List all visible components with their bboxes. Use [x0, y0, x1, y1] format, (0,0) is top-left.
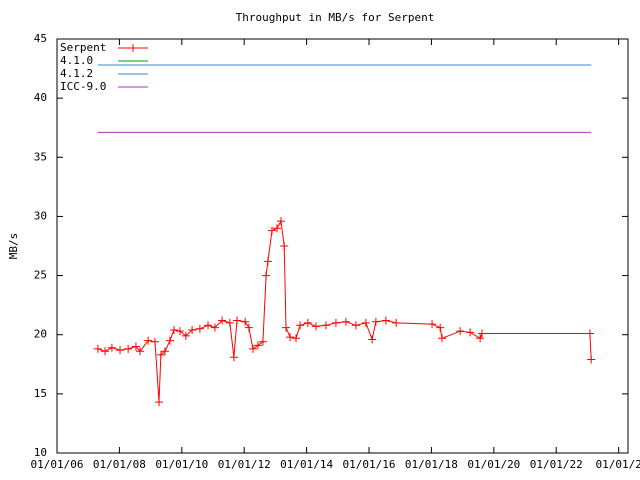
point-marker — [585, 329, 594, 338]
x-tick-label: 01/01/12 — [218, 458, 271, 471]
point-marker — [392, 318, 401, 327]
plot-frame — [56, 38, 629, 454]
point-marker — [124, 344, 133, 353]
y-tick-label: 20 — [34, 328, 47, 341]
y-tick-label: 35 — [34, 150, 47, 163]
point-marker — [253, 341, 262, 350]
x-tick-label: 01/01/06 — [31, 458, 84, 471]
point-marker — [150, 337, 159, 346]
y-tick-label: 40 — [34, 91, 47, 104]
point-marker — [456, 327, 465, 336]
x-tick-label: 01/01/14 — [280, 458, 333, 471]
point-marker — [101, 347, 110, 356]
point-marker — [303, 318, 312, 327]
point-marker — [181, 331, 190, 340]
point-marker — [331, 318, 340, 327]
point-marker — [233, 316, 242, 325]
point-marker — [204, 321, 213, 330]
y-axis-label: MB/s — [7, 233, 20, 260]
y-tick-label: 10 — [34, 446, 47, 459]
point-marker — [371, 317, 380, 326]
point-marker — [466, 328, 475, 337]
chart-title: Throughput in MB/s for Serpent — [236, 11, 435, 24]
point-marker — [175, 327, 184, 336]
x-tick-label: 01/01/22 — [530, 458, 583, 471]
series-line — [97, 219, 592, 403]
point-marker — [116, 346, 125, 355]
x-tick-label: 01/01/16 — [343, 458, 396, 471]
x-tick-label: 01/01/20 — [467, 458, 520, 471]
point-marker — [311, 322, 320, 331]
y-tick-label: 30 — [34, 209, 47, 222]
point-marker — [476, 334, 485, 343]
point-marker — [286, 333, 295, 342]
point-marker — [321, 321, 330, 330]
point-marker — [218, 316, 227, 325]
point-marker — [292, 334, 301, 343]
legend-label: 4.1.0 — [60, 54, 93, 67]
point-marker — [107, 343, 116, 352]
legend-label: ICC-9.0 — [60, 80, 106, 93]
y-tick-label: 25 — [34, 269, 47, 282]
point-marker — [225, 318, 234, 327]
point-marker — [195, 324, 204, 333]
legend-marker — [129, 44, 137, 52]
point-marker — [135, 347, 144, 356]
x-tick-label: 01/01/18 — [405, 458, 458, 471]
legend-label: Serpent — [60, 41, 106, 54]
point-marker — [368, 335, 377, 344]
point-marker — [277, 217, 286, 226]
y-tick-label: 45 — [34, 32, 47, 45]
point-marker — [381, 316, 390, 325]
point-marker — [258, 337, 267, 346]
x-tick-label: 01/01/08 — [93, 458, 146, 471]
point-marker — [263, 257, 272, 266]
point-marker — [296, 321, 305, 330]
point-marker — [188, 325, 197, 334]
point-marker — [280, 242, 289, 250]
point-marker — [229, 353, 238, 362]
point-marker — [436, 323, 445, 332]
point-marker — [272, 224, 281, 233]
point-marker — [341, 317, 350, 326]
point-marker — [170, 325, 179, 334]
point-marker — [361, 318, 370, 327]
point-marker — [244, 323, 253, 332]
point-marker — [131, 342, 140, 351]
point-marker — [93, 344, 102, 353]
y-tick-label: 15 — [34, 387, 47, 400]
point-marker — [210, 323, 219, 332]
point-marker — [587, 355, 596, 364]
legend-label: 4.1.2 — [60, 67, 93, 80]
x-tick-label: 01/01/10 — [155, 458, 208, 471]
point-marker — [165, 336, 174, 345]
point-marker — [477, 329, 486, 338]
point-marker — [267, 226, 276, 235]
point-marker — [155, 398, 164, 407]
point-marker — [428, 320, 437, 329]
point-marker — [144, 336, 153, 345]
point-marker — [156, 350, 165, 359]
point-marker — [262, 271, 271, 280]
point-marker — [351, 321, 360, 330]
point-marker — [248, 344, 257, 353]
point-marker — [282, 323, 291, 332]
point-marker — [241, 317, 250, 326]
point-marker — [160, 347, 169, 356]
x-tick-label: 01/01/2 — [595, 458, 640, 471]
point-marker — [438, 334, 447, 343]
